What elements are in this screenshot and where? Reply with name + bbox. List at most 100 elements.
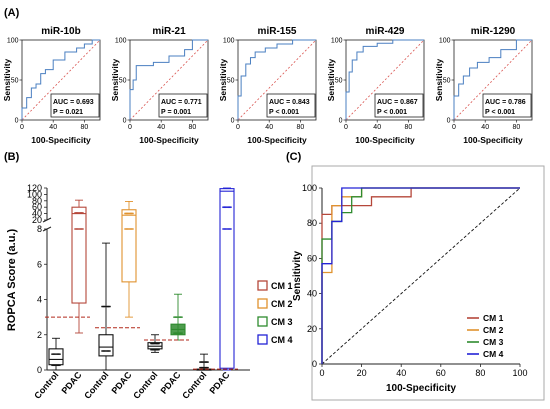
data-point [52,353,55,356]
data-point [199,366,202,369]
roc-curve [237,39,316,120]
x-tick-label: 80 [405,124,413,131]
data-point [228,206,231,209]
data-point [129,212,132,215]
auc-annotation-box [50,93,100,118]
data-point [179,332,182,335]
data-point [178,316,181,319]
y-tick-label: 100 [302,183,317,193]
reference-diagonal [345,39,425,121]
reference-diagonal [129,39,209,121]
roc-title: miR-155 [258,26,297,37]
x-tick-label: 0 [236,124,240,131]
data-point [126,228,129,230]
data-point [226,228,228,230]
x-tick-label: 40 [373,124,381,131]
roc-panel-3: miR-429 0 40 80 0 50 100 AUC = 0.867 P < 0.001 [331,26,425,131]
y-tick-label: 100 [7,38,19,45]
data-point [223,228,226,230]
data-point [222,228,225,230]
legend-label: CM 4 [483,349,504,359]
panel-label-a: (A) [4,7,20,19]
roc-curve [345,39,424,120]
data-point [109,350,111,352]
y-tick-label: 0 [312,359,317,369]
data-point [154,348,156,351]
y-tick-label: 60 [307,253,317,263]
data-point [101,350,103,352]
box-iqr [48,348,64,366]
data-point [177,332,179,335]
data-point [223,206,226,209]
box-iqr [71,206,87,304]
y-tick-label: 50 [11,78,19,85]
data-point [201,361,204,363]
data-point [56,364,59,367]
roc-title: miR-429 [366,26,405,37]
data-point [152,348,155,351]
auc-annotation-box [482,93,532,118]
y-tick-label: 80 [307,218,317,228]
y-tick-label: 100 [27,189,42,199]
y-tick-label: 50 [443,78,451,85]
data-point [124,212,126,215]
data-point [181,332,183,335]
data-point [80,228,83,230]
data-point [107,350,110,352]
legend-label: CM 4 [271,335,293,345]
x-tick-label: 0 [344,124,348,131]
y-tick-label: 50 [335,78,343,85]
data-point [203,366,205,369]
auc-value: AUC = 0.693 [53,99,94,106]
x-tick-label: Control [180,370,208,401]
y-tick-label: 0 [37,365,42,375]
roc-curve [129,39,208,120]
data-point [76,228,79,230]
data-point [230,228,232,230]
data-point [200,366,203,369]
box-5 [170,293,186,341]
x-tick-label: 80 [81,124,89,131]
data-point [55,353,57,356]
data-point [173,316,176,319]
roc-title: miR-10b [41,26,80,37]
data-point [52,364,55,367]
roc-title: miR-1290 [471,26,516,37]
auc-annotation-box [158,93,208,118]
reference-diagonal [453,39,533,121]
x-tick-label: 0 [452,124,456,131]
y-tick-label: 2 [37,330,42,340]
x-tick-label: 0 [20,124,24,131]
y-axis-label: Sensitivity [292,251,303,301]
data-point [155,342,158,345]
data-point [109,305,111,308]
data-point [79,212,82,214]
roc-curve-cm4 [321,187,520,364]
data-point [156,342,159,345]
data-point [154,342,156,345]
auc-annotation-box [374,93,424,118]
y-axis-label: Sensitivity [326,58,336,101]
legend-swatch [257,298,268,309]
roc-panel-1: miR-21 0 40 80 0 50 100 AUC = 0.771 P = 0.001 [115,26,209,131]
p-value: P < 0.001 [485,109,515,116]
data-point [51,353,53,356]
y-tick-label: 20 [32,215,42,225]
y-tick-label: 60 [32,202,42,212]
data-point [79,228,82,230]
data-point [175,332,178,335]
data-point [128,212,130,215]
y-tick-label: 120 [27,183,42,193]
data-point [102,350,105,352]
data-point [57,364,60,367]
y-tick-label: 0 [339,118,343,125]
roc-panel-2: miR-155 0 40 80 0 50 100 AUC = 0.843 P < 0.001 [223,26,317,131]
p-value: P = 0.021 [53,109,83,116]
y-tick-label: 8 [37,224,42,234]
auc-value: AUC = 0.786 [485,99,526,106]
data-point [75,212,78,214]
data-point [207,361,209,363]
data-point [80,212,83,214]
